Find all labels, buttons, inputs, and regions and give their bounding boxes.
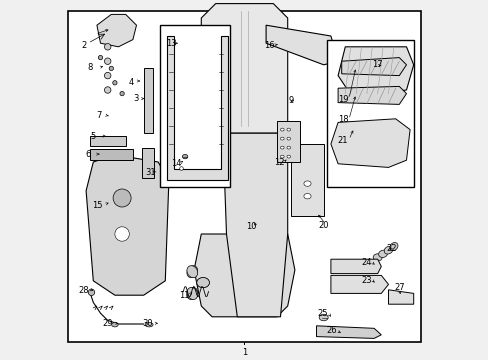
Text: 22: 22 xyxy=(386,244,397,253)
Ellipse shape xyxy=(186,288,197,300)
Ellipse shape xyxy=(303,181,310,186)
Ellipse shape xyxy=(88,289,95,296)
Ellipse shape xyxy=(145,323,153,327)
Polygon shape xyxy=(316,326,381,338)
Text: 6: 6 xyxy=(85,150,90,159)
Text: 5: 5 xyxy=(90,132,95,141)
Ellipse shape xyxy=(111,323,118,327)
Polygon shape xyxy=(86,155,168,295)
Ellipse shape xyxy=(286,137,290,140)
Text: 30: 30 xyxy=(142,319,153,328)
Ellipse shape xyxy=(319,314,327,321)
Ellipse shape xyxy=(104,87,111,93)
Polygon shape xyxy=(97,14,136,47)
Ellipse shape xyxy=(286,146,290,149)
Text: 7: 7 xyxy=(96,112,101,120)
Ellipse shape xyxy=(186,288,197,300)
Bar xyxy=(89,136,125,146)
Ellipse shape xyxy=(179,167,183,170)
Text: 15: 15 xyxy=(92,201,102,210)
Ellipse shape xyxy=(286,155,290,158)
Polygon shape xyxy=(167,36,228,180)
Polygon shape xyxy=(330,275,387,293)
Ellipse shape xyxy=(378,250,387,257)
Ellipse shape xyxy=(196,278,209,288)
Bar xyxy=(291,144,323,216)
Ellipse shape xyxy=(182,154,187,159)
Text: 27: 27 xyxy=(393,283,404,292)
Text: 23: 23 xyxy=(361,276,371,284)
Text: 31: 31 xyxy=(145,168,156,177)
Text: 8: 8 xyxy=(87,63,93,72)
Ellipse shape xyxy=(280,146,284,149)
Text: 21: 21 xyxy=(337,136,347,145)
Text: 1: 1 xyxy=(242,348,246,356)
Bar xyxy=(160,25,230,187)
Ellipse shape xyxy=(104,44,111,50)
Text: 18: 18 xyxy=(338,115,348,124)
Polygon shape xyxy=(337,86,406,104)
Text: 20: 20 xyxy=(318,220,328,230)
Ellipse shape xyxy=(280,155,284,158)
Polygon shape xyxy=(223,133,287,317)
Ellipse shape xyxy=(372,254,382,261)
Text: 26: 26 xyxy=(325,326,336,335)
Ellipse shape xyxy=(389,243,397,251)
Polygon shape xyxy=(341,58,406,76)
Text: 4: 4 xyxy=(128,78,133,87)
Bar xyxy=(142,148,154,178)
Ellipse shape xyxy=(384,246,392,254)
Ellipse shape xyxy=(120,91,124,96)
Ellipse shape xyxy=(186,266,197,278)
Ellipse shape xyxy=(115,227,129,241)
Bar xyxy=(89,149,133,160)
Ellipse shape xyxy=(104,72,111,79)
Polygon shape xyxy=(330,119,409,167)
Ellipse shape xyxy=(104,58,111,64)
Text: 11: 11 xyxy=(179,292,189,300)
Polygon shape xyxy=(265,25,337,65)
Text: 16: 16 xyxy=(263,41,274,50)
Text: 29: 29 xyxy=(102,319,113,328)
Text: 25: 25 xyxy=(317,310,327,319)
Text: 9: 9 xyxy=(288,96,293,105)
Bar xyxy=(143,68,152,133)
Text: 3: 3 xyxy=(133,94,138,103)
Ellipse shape xyxy=(113,189,131,207)
Ellipse shape xyxy=(109,66,113,71)
Polygon shape xyxy=(330,259,381,274)
Ellipse shape xyxy=(280,137,284,140)
Text: 10: 10 xyxy=(246,222,256,231)
Ellipse shape xyxy=(196,278,209,288)
Text: 2: 2 xyxy=(81,41,87,50)
Ellipse shape xyxy=(186,266,197,278)
Text: 14: 14 xyxy=(170,159,181,168)
Ellipse shape xyxy=(98,55,102,60)
Text: 12: 12 xyxy=(274,158,285,167)
Polygon shape xyxy=(337,47,413,97)
Bar xyxy=(276,121,300,162)
Ellipse shape xyxy=(286,128,290,131)
Text: 24: 24 xyxy=(361,258,371,266)
Polygon shape xyxy=(194,234,294,317)
Text: 19: 19 xyxy=(338,95,348,104)
Ellipse shape xyxy=(280,128,284,131)
Ellipse shape xyxy=(303,194,310,199)
Text: 28: 28 xyxy=(78,287,88,295)
Ellipse shape xyxy=(113,81,117,85)
Polygon shape xyxy=(201,4,287,133)
Text: 13: 13 xyxy=(166,39,177,48)
Text: 17: 17 xyxy=(372,60,382,69)
Polygon shape xyxy=(387,290,413,304)
Bar xyxy=(326,40,413,187)
